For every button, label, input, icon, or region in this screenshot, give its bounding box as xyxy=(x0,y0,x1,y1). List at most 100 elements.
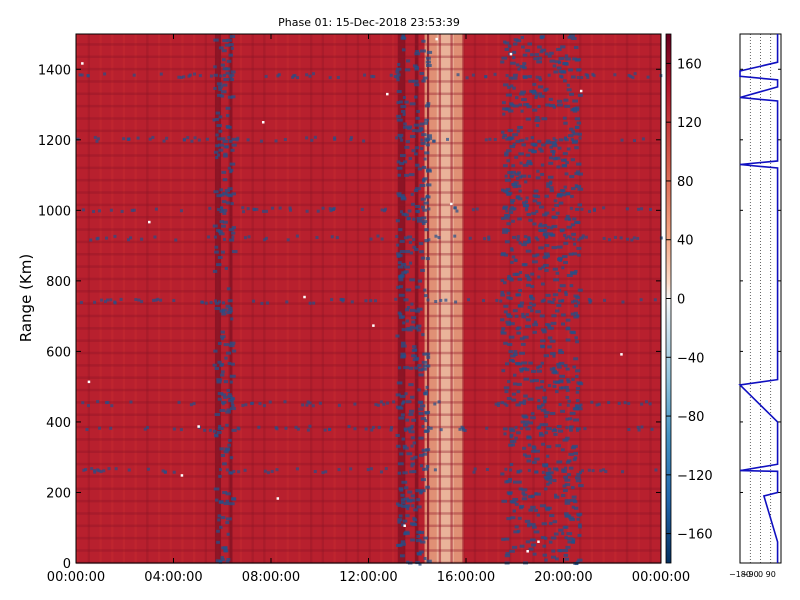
blue-speck xyxy=(541,522,547,526)
blue-speck xyxy=(222,139,228,143)
blue-speck xyxy=(573,418,580,422)
blue-speck xyxy=(526,161,532,165)
blue-speck xyxy=(221,393,227,397)
blue-speck xyxy=(552,371,559,375)
blue-speck xyxy=(421,165,427,169)
blue-speck xyxy=(524,368,530,372)
blue-speck xyxy=(401,109,406,113)
blue-speck xyxy=(548,232,553,236)
blue-speck xyxy=(554,138,558,142)
blue-speck xyxy=(425,143,430,147)
blue-speck xyxy=(557,61,562,65)
blue-speck xyxy=(579,236,583,240)
blue-speck xyxy=(369,467,373,471)
blue-speck xyxy=(521,98,527,102)
blue-speck xyxy=(410,436,415,440)
blue-speck xyxy=(505,320,512,324)
blue-speck xyxy=(552,105,556,109)
blue-speck xyxy=(532,552,537,556)
blue-speck xyxy=(407,490,413,494)
blue-speck xyxy=(522,335,529,339)
blue-speck xyxy=(544,431,549,435)
blue-speck xyxy=(224,189,231,193)
blue-speck xyxy=(525,313,529,317)
blue-speck xyxy=(576,407,583,411)
blue-speck xyxy=(270,469,274,473)
blue-speck xyxy=(508,210,514,214)
blue-speck xyxy=(413,508,418,512)
blue-speck xyxy=(573,506,579,510)
blue-speck xyxy=(394,297,398,301)
blue-speck xyxy=(406,498,413,502)
blue-speck xyxy=(566,192,570,196)
blue-speck xyxy=(572,365,577,369)
blue-speck xyxy=(564,483,571,487)
blue-speck xyxy=(177,400,181,404)
blue-speck xyxy=(516,431,521,435)
blue-speck xyxy=(419,404,426,408)
blue-speck xyxy=(132,208,136,212)
blue-speck xyxy=(541,117,548,121)
texture-row xyxy=(76,524,661,528)
blue-speck xyxy=(513,258,518,262)
blue-speck xyxy=(402,471,408,475)
blue-speck xyxy=(410,464,414,468)
blue-speck xyxy=(527,524,531,528)
blue-speck xyxy=(544,52,549,56)
blue-speck xyxy=(418,242,424,246)
blue-speck xyxy=(535,470,539,474)
blue-speck xyxy=(500,330,505,334)
blue-speck xyxy=(293,74,297,78)
blue-speck xyxy=(576,427,581,431)
blue-speck xyxy=(415,163,420,167)
blue-speck xyxy=(214,250,219,254)
blue-speck xyxy=(274,426,278,430)
blue-speck xyxy=(416,307,423,311)
blue-speck xyxy=(397,518,403,522)
blue-speck xyxy=(227,136,231,140)
blue-speck xyxy=(285,300,289,304)
blue-speck xyxy=(640,207,644,211)
blue-speck xyxy=(420,49,426,53)
blue-speck xyxy=(219,188,224,192)
blue-speck xyxy=(84,467,88,471)
blue-speck xyxy=(219,220,224,224)
blue-speck xyxy=(554,495,560,499)
blue-speck xyxy=(380,208,384,212)
blue-speck xyxy=(567,537,574,541)
blue-speck xyxy=(412,441,416,445)
blue-speck xyxy=(558,138,564,142)
blue-speck xyxy=(538,76,542,80)
texture-row xyxy=(76,413,661,416)
blue-speck xyxy=(399,275,403,279)
blue-speck xyxy=(510,199,516,203)
blue-speck xyxy=(565,426,569,430)
blue-speck xyxy=(427,207,431,211)
blue-speck xyxy=(511,398,517,402)
blue-speck xyxy=(416,109,420,113)
blue-speck xyxy=(261,209,265,213)
blue-speck xyxy=(397,261,402,265)
blue-speck xyxy=(215,559,222,563)
blue-speck xyxy=(504,480,509,484)
blue-speck xyxy=(400,138,404,142)
blue-speck xyxy=(374,403,378,407)
blue-speck xyxy=(226,558,231,562)
dark-streak xyxy=(414,34,419,563)
blue-speck xyxy=(512,309,518,313)
blue-speck xyxy=(527,305,533,309)
blue-speck xyxy=(553,467,559,471)
blue-speck xyxy=(207,235,211,239)
blue-speck xyxy=(264,74,268,78)
blue-speck xyxy=(370,74,374,78)
blue-speck xyxy=(527,237,531,241)
blue-speck xyxy=(506,396,512,400)
blue-speck xyxy=(419,250,424,254)
blue-speck xyxy=(507,128,514,132)
blue-speck xyxy=(551,314,557,318)
blue-speck xyxy=(228,139,233,143)
blue-speck xyxy=(535,75,539,79)
blue-speck xyxy=(220,362,225,366)
blue-speck xyxy=(424,239,429,243)
blue-speck xyxy=(236,136,240,140)
